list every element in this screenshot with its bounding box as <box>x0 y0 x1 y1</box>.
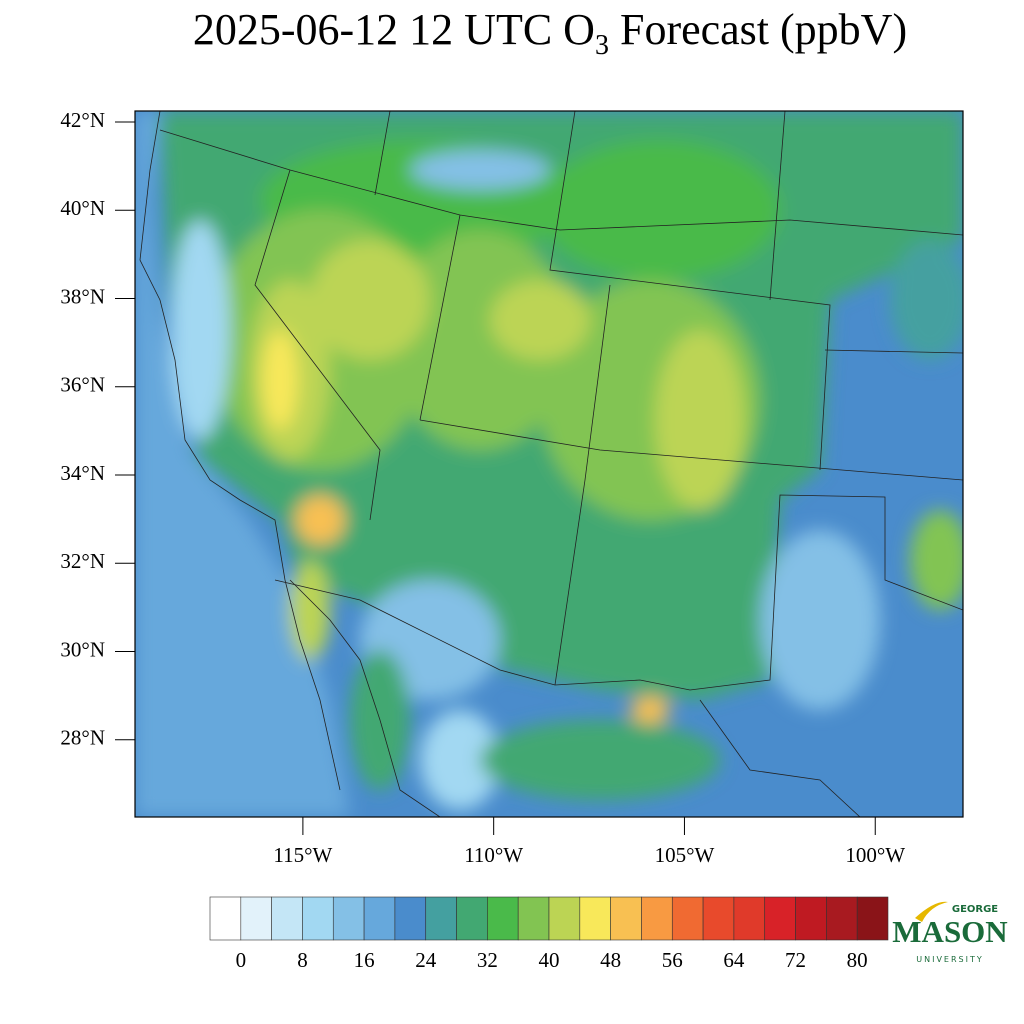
colorbar-label: 8 <box>297 948 308 972</box>
ozone-field <box>135 111 963 817</box>
logo: GEORGE MASON UNIVERSITY <box>892 901 1008 964</box>
colorbar-box <box>425 896 457 941</box>
y-tick-label: 36°N <box>60 373 105 397</box>
title-rest: Forecast (ppbV) <box>609 5 907 54</box>
y-tick-label: 42°N <box>60 108 105 132</box>
y-tick-label: 30°N <box>60 637 105 661</box>
colorbar-box <box>733 896 766 941</box>
x-tick-label: 100°W <box>845 843 905 867</box>
colorbar-label: 80 <box>847 948 868 972</box>
map-frame <box>134 110 964 818</box>
x-tick-label: 105°W <box>655 843 715 867</box>
title: 2025-06-12 12 UTC O3 Forecast (ppbV) <box>193 5 907 61</box>
colorbar-box <box>795 896 827 941</box>
y-tick-label: 40°N <box>60 196 105 220</box>
colorbar-box <box>517 896 550 941</box>
logo-bottom: UNIVERSITY <box>916 955 984 964</box>
colorbar-label: 56 <box>662 948 683 972</box>
logo-name: MASON <box>892 914 1007 949</box>
colorbar-label: 24 <box>415 948 437 972</box>
colorbar-box <box>456 896 488 941</box>
colorbar-box <box>671 896 704 941</box>
colorbar-box <box>641 896 673 941</box>
title-subscript: 3 <box>595 30 609 61</box>
x-tick-label: 110°W <box>464 843 523 867</box>
y-tick-label: 38°N <box>60 284 105 308</box>
colorbar-box <box>209 896 242 941</box>
colorbar-box <box>302 896 334 941</box>
colorbar-box <box>271 896 303 941</box>
x-tick-label: 115°W <box>273 843 332 867</box>
colorbar-box <box>394 896 427 941</box>
logo-top: GEORGE <box>952 904 998 915</box>
colorbar-box <box>579 896 611 941</box>
colorbar-box <box>826 896 858 941</box>
colorbar-box <box>702 896 735 941</box>
colorbar-box <box>363 896 396 941</box>
colorbar-box <box>610 896 642 941</box>
colorbar-box <box>764 896 796 941</box>
title-main: 2025-06-12 12 UTC O <box>193 5 595 54</box>
colorbar-box <box>332 896 365 941</box>
y-tick-label: 28°N <box>60 726 105 750</box>
colorbar-box <box>240 896 272 941</box>
y-tick-label: 32°N <box>60 549 105 573</box>
colorbar-label: 72 <box>785 948 806 972</box>
colorbar-box <box>548 896 581 941</box>
colorbar-box <box>487 896 519 941</box>
colorbar-label: 40 <box>539 948 560 972</box>
colorbar-label: 16 <box>354 948 375 972</box>
colorbar-label: 48 <box>600 948 621 972</box>
colorbar-label: 64 <box>723 948 745 972</box>
y-tick-label: 34°N <box>60 461 105 485</box>
colorbar-label: 0 <box>236 948 247 972</box>
colorbar-box <box>856 896 889 941</box>
colorbar-label: 32 <box>477 948 498 972</box>
